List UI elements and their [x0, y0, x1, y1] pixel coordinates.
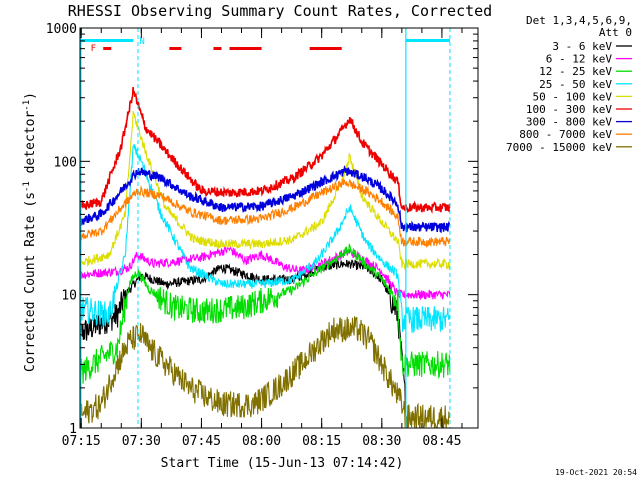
legend-label-5: 50 - 100 keV	[533, 90, 613, 103]
series-line-2	[80, 245, 451, 301]
legend-label-9: 7000 - 15000 keV	[506, 141, 612, 154]
flare-bar-2	[169, 47, 182, 50]
series-line-4	[80, 143, 451, 333]
y-tick-label: 10	[61, 289, 77, 304]
legend-label-7: 300 - 800 keV	[526, 116, 612, 129]
marker-layer: NF	[80, 28, 451, 428]
series-line-3	[80, 243, 451, 384]
legend-label-3: 12 - 25 keV	[539, 65, 612, 78]
x-tick-label: 07:30	[122, 434, 161, 449]
series-line-6	[80, 86, 451, 215]
legend-header-line-1: Det 1,3,4,5,6,9,	[526, 14, 632, 27]
flare-bar-4	[229, 47, 262, 50]
x-axis-label: Start Time (15-Jun-13 07:14:42)	[161, 456, 404, 471]
x-tick-label: 08:30	[362, 434, 401, 449]
series-line-7	[80, 165, 451, 234]
legend-header-line-2: Att 0	[599, 26, 632, 39]
flare-flag-label: F	[91, 44, 96, 54]
series-line-8	[80, 178, 451, 248]
flare-bar-3	[213, 47, 222, 50]
x-tick-label: 07:45	[182, 434, 221, 449]
x-tick-label: 08:00	[242, 434, 281, 449]
legend-label-2: 6 - 12 keV	[546, 53, 613, 66]
flare-bar-1	[103, 47, 112, 50]
x-tick-label: 08:15	[302, 434, 341, 449]
y-axis-label: Corrected Count Rate (s-1 detector-1)	[22, 92, 38, 372]
axis-layer: 1 10 100 1000 07:15 07:30 07:45 08:00 08:15 08:30…	[46, 22, 479, 449]
legend-label-8: 800 - 7000 keV	[519, 128, 612, 141]
night-flag-label: N	[139, 37, 144, 47]
series-layer	[80, 86, 451, 428]
legend-label-1: 3 - 6 keV	[552, 40, 612, 53]
footer-timestamp: 19-Oct-2021 20:54	[555, 468, 637, 477]
y-tick-label: 100	[54, 155, 77, 170]
plot-frame	[79, 27, 479, 429]
series-line-5	[80, 110, 451, 271]
night-bar-2	[405, 39, 450, 42]
x-tick-label: 08:45	[422, 434, 461, 449]
series-line-9	[80, 316, 451, 428]
y-tick-label: 1000	[46, 22, 77, 37]
night-bar-1	[80, 39, 134, 42]
legend-label-6: 100 - 300 keV	[526, 103, 612, 116]
x-tick-label: 07:15	[62, 434, 101, 449]
series-line-1	[80, 258, 407, 418]
flare-bar-5	[309, 47, 342, 50]
legend-label-4: 25 - 50 keV	[539, 78, 612, 91]
chart-title: RHESSI Observing Summary Count Rates, Co…	[68, 2, 492, 20]
y-tick-label: 1	[69, 422, 77, 437]
